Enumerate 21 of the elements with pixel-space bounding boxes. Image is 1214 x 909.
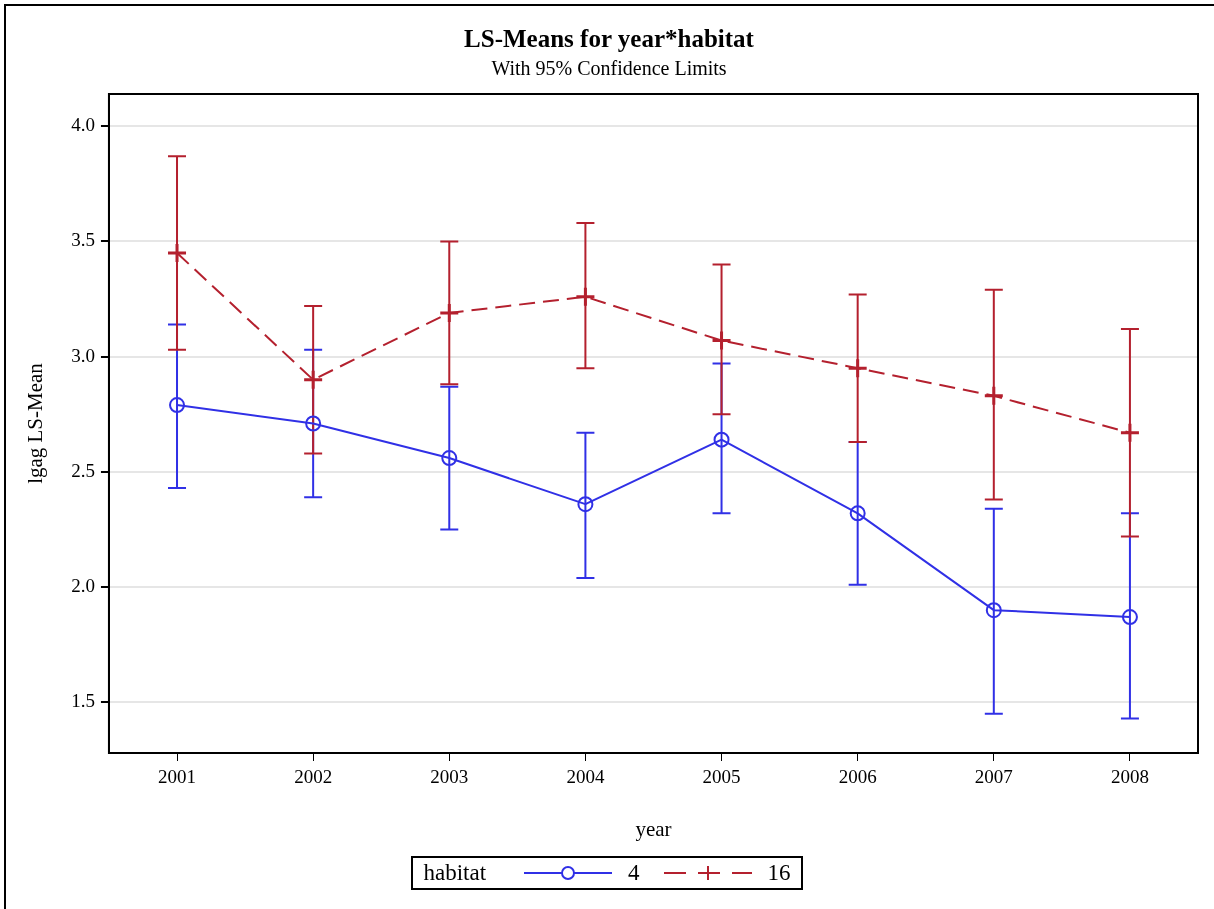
x-tick-label: 2003 bbox=[430, 766, 469, 788]
legend-label: 16 bbox=[767, 860, 791, 886]
x-tick-label: 2006 bbox=[838, 766, 877, 788]
y-tick-label: 2.5 bbox=[71, 459, 95, 481]
y-axis-title: lgag LS-Mean bbox=[23, 362, 48, 484]
legend-title: habitat bbox=[423, 860, 487, 886]
x-tick-label: 2001 bbox=[158, 766, 197, 788]
x-tick-label: 2002 bbox=[294, 766, 333, 788]
chart-title: LS-Means for year*habitat bbox=[464, 25, 755, 53]
legend-label: 4 bbox=[628, 860, 640, 886]
x-axis-title: year bbox=[635, 816, 672, 841]
x-tick-label: 2007 bbox=[974, 766, 1013, 788]
y-tick-label: 1.5 bbox=[71, 690, 95, 712]
y-tick-label: 3.5 bbox=[71, 229, 95, 251]
x-tick-label: 2008 bbox=[1110, 766, 1149, 788]
y-tick-label: 3.0 bbox=[71, 344, 95, 366]
x-tick-label: 2004 bbox=[566, 766, 605, 788]
chart-subtitle: With 95% Confidence Limits bbox=[491, 57, 727, 80]
y-tick-label: 4.0 bbox=[71, 114, 95, 136]
x-tick-label: 2005 bbox=[702, 766, 741, 788]
y-tick-label: 2.0 bbox=[71, 575, 95, 597]
